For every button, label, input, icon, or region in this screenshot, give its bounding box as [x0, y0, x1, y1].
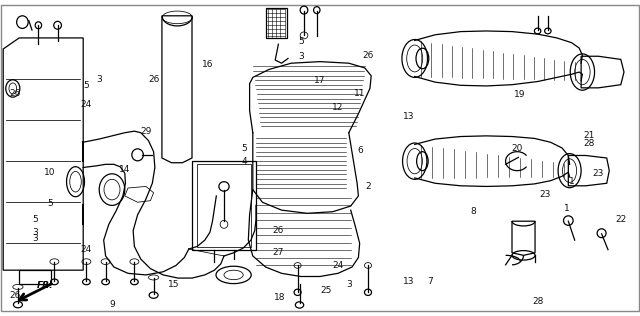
Text: 3: 3	[97, 75, 102, 83]
Text: 16: 16	[202, 60, 214, 69]
Text: 24: 24	[81, 100, 92, 109]
Text: 9: 9	[109, 301, 115, 309]
Text: 21: 21	[583, 131, 595, 140]
Text: 5: 5	[33, 215, 38, 224]
Text: 26: 26	[148, 75, 159, 83]
Text: 7: 7	[428, 277, 433, 286]
Text: 14: 14	[119, 165, 131, 173]
Text: 27: 27	[273, 248, 284, 257]
Text: 2: 2	[366, 182, 371, 191]
Text: 23: 23	[593, 169, 604, 178]
Text: 1: 1	[564, 204, 569, 213]
Text: FR.: FR.	[37, 281, 54, 290]
Text: 24: 24	[81, 245, 92, 254]
Text: 26: 26	[9, 291, 20, 300]
Text: 13: 13	[403, 277, 414, 286]
Text: 12: 12	[332, 103, 343, 112]
Text: 5: 5	[298, 37, 303, 46]
Text: 5: 5	[84, 81, 89, 90]
Text: 5: 5	[47, 199, 52, 208]
Text: 29: 29	[140, 127, 152, 136]
Text: 8: 8	[471, 207, 476, 216]
Text: 24: 24	[332, 261, 344, 270]
Text: 23: 23	[540, 190, 551, 199]
Text: 15: 15	[168, 280, 180, 289]
Text: 19: 19	[514, 90, 525, 99]
Text: 4: 4	[242, 157, 247, 166]
Text: 3: 3	[33, 228, 38, 237]
Text: 28: 28	[583, 139, 595, 148]
Text: 26: 26	[9, 89, 20, 98]
Text: 5: 5	[242, 144, 247, 153]
Text: 28: 28	[532, 297, 543, 306]
Text: 11: 11	[354, 89, 365, 98]
Text: 1: 1	[569, 177, 574, 186]
Text: 3: 3	[346, 280, 351, 289]
Text: 3: 3	[33, 234, 38, 243]
Text: 26: 26	[362, 51, 374, 60]
Text: 25: 25	[321, 286, 332, 295]
Text: 18: 18	[274, 293, 285, 301]
Text: 20: 20	[511, 144, 523, 153]
Text: 22: 22	[615, 215, 627, 224]
Text: 13: 13	[403, 112, 414, 121]
Text: 17: 17	[314, 76, 326, 85]
Text: 10: 10	[44, 168, 56, 177]
Text: 26: 26	[273, 226, 284, 235]
Text: 6: 6	[358, 146, 363, 155]
Text: 3: 3	[298, 52, 303, 61]
